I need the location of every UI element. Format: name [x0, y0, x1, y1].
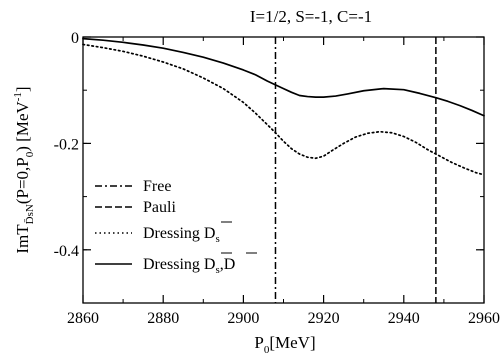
legend-label-free: Free [143, 178, 171, 195]
chart-title: I=1/2, S=-1, C=-1 [250, 7, 372, 26]
y-tick-label: -0.4 [54, 243, 79, 260]
legend-label-dressing-ds: Dressing Ds [143, 225, 220, 245]
x-tick-label: 2920 [308, 310, 340, 327]
x-tick-label: 2880 [147, 310, 179, 327]
series-layer [82, 37, 485, 176]
y-axis-label: ImTD̄sN(P=0,P0) [MeV-1] [12, 86, 36, 253]
legend-label-pauli: Pauli [143, 199, 176, 216]
legend-label-dressing-dsd: Dressing Ds,D [143, 256, 235, 276]
y-tick-label: -0.2 [54, 136, 79, 153]
series-line-dressing-ds-d [82, 37, 485, 117]
vertical-lines [274, 37, 437, 303]
y-axis: 0 -0.2 -0.4 [54, 30, 484, 304]
x-tick-label: 2860 [67, 310, 99, 327]
x-axis-label: P0[MeV] [254, 333, 315, 353]
y-tick-label: 0 [71, 30, 79, 47]
x-axis: 2860 2880 2900 2920 2940 2960 [67, 37, 500, 327]
x-tick-label: 2960 [468, 310, 500, 327]
legend: Free Pauli Dressing Ds Dressing Ds,D [95, 178, 257, 276]
series-line-dressing-ds [82, 43, 485, 176]
x-tick-label: 2900 [227, 310, 259, 327]
x-tick-label: 2940 [388, 310, 420, 327]
